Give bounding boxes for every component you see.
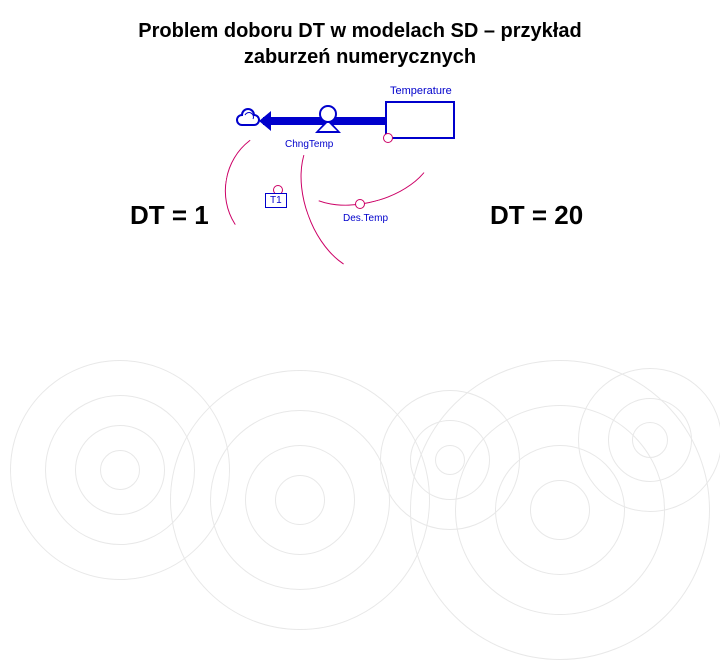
- connector-node: [383, 133, 393, 143]
- connector-node: [355, 199, 365, 209]
- page-title: Problem doboru DT w modelach SD – przykł…: [0, 18, 720, 70]
- sd-diagram: Temperature ChngTemp T1 Des.Temp: [235, 85, 495, 235]
- title-line-1: Problem doboru DT w modelach SD – przykł…: [138, 20, 581, 42]
- stock-label: Temperature: [390, 85, 452, 97]
- aux-t1-label: T1: [265, 193, 287, 208]
- flow-arrow-icon: [259, 111, 271, 131]
- dt-left-caption: DT = 1: [130, 200, 209, 231]
- aux-destemp-label: Des.Temp: [343, 213, 388, 224]
- dt-right-caption: DT = 20: [490, 200, 583, 231]
- title-line-2: zaburzeń numerycznych: [244, 46, 476, 68]
